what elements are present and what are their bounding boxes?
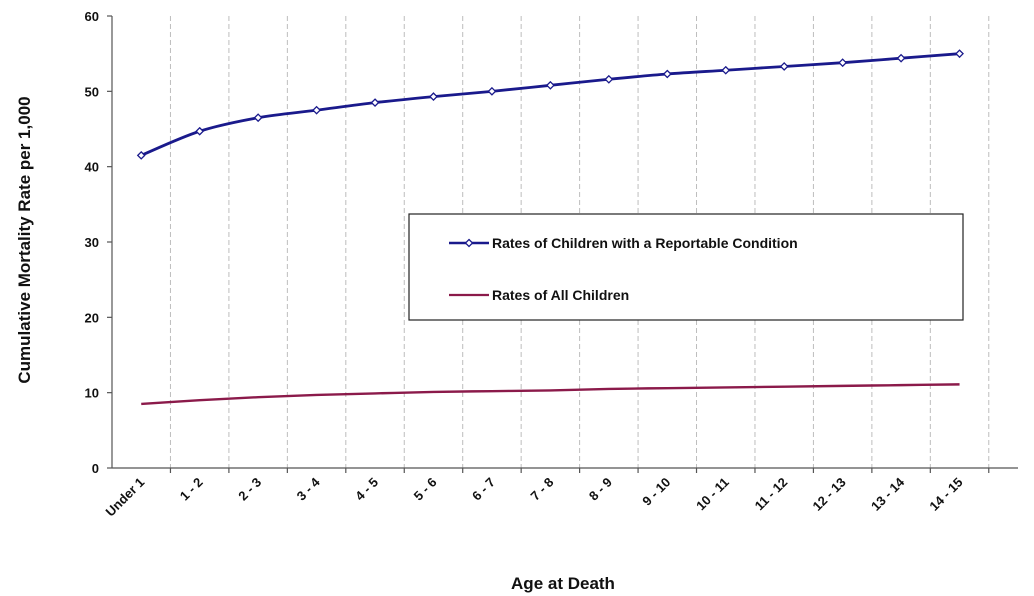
- series-line: [141, 383, 960, 406]
- x-tick-label: 3 - 4: [294, 474, 324, 504]
- x-tick-label: 8 - 9: [586, 475, 615, 504]
- data-point: [955, 49, 964, 59]
- data-point: [662, 69, 672, 79]
- x-tick-label: Under 1: [103, 475, 148, 520]
- y-tick-label: 50: [85, 84, 99, 99]
- data-point: [312, 105, 322, 115]
- data-point: [604, 74, 614, 84]
- legend-marker: [464, 238, 474, 248]
- data-point: [370, 98, 380, 108]
- data-point: [195, 126, 205, 136]
- data-point: [429, 92, 438, 102]
- x-tick-label: 4 - 5: [352, 475, 381, 504]
- x-tick-label: 12 - 13: [810, 475, 849, 514]
- series-lines: [136, 49, 964, 406]
- y-tick-label: 10: [85, 386, 99, 401]
- x-tick-label: 14 - 15: [926, 475, 965, 514]
- x-tick-label: 11 - 12: [752, 475, 791, 514]
- data-point: [487, 86, 497, 96]
- data-point: [896, 53, 906, 63]
- x-tick-label: 6 - 7: [469, 475, 498, 504]
- y-tick-label: 60: [85, 9, 99, 24]
- data-point: [838, 58, 848, 68]
- x-tick-label: 5 - 6: [411, 475, 440, 504]
- legend-box: [408, 213, 964, 321]
- x-tick-label: 7 - 8: [528, 475, 557, 504]
- data-point: [721, 65, 731, 75]
- x-tick-labels: Under 1 1 - 2 2 - 3 3 - 4 4 - 5 5 - 6 6 - 7 7 -…: [103, 474, 966, 519]
- y-tick-labels: 0 10 20 30 40 50 60: [85, 9, 112, 476]
- y-tick-label: 0: [92, 461, 99, 476]
- legend-label: Rates of All Children: [492, 287, 629, 303]
- series-line: [140, 52, 960, 157]
- data-point: [779, 62, 789, 71]
- data-point: [136, 150, 146, 160]
- y-tick-label: 30: [85, 235, 99, 250]
- x-tick-label: 1 - 2: [177, 475, 206, 504]
- x-tick-label: 10 - 11: [693, 475, 732, 514]
- y-tick-label: 20: [85, 310, 99, 325]
- legend: Rates of Children with a Reportable Cond…: [408, 213, 964, 321]
- y-axis-title: Cumulative Mortality Rate per 1,000: [15, 96, 34, 383]
- x-tick-label: 2 - 3: [235, 475, 264, 504]
- legend-label: Rates of Children with a Reportable Cond…: [492, 235, 798, 251]
- x-tick-label: 9 - 10: [639, 475, 673, 509]
- data-point: [545, 80, 555, 90]
- data-point: [253, 113, 263, 123]
- x-tick-label: 13 - 14: [868, 474, 908, 514]
- y-tick-label: 40: [85, 160, 99, 175]
- x-axis-title: Age at Death: [511, 574, 615, 593]
